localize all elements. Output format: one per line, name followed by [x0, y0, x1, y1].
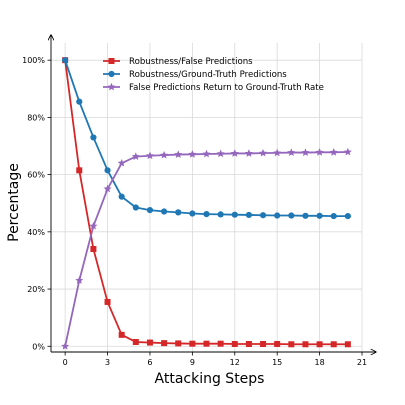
legend-swatch-marker [107, 82, 116, 91]
legend-label: Robustness/False Predictions [129, 57, 253, 67]
legend-item: False Predictions Return to Ground-Truth… [103, 82, 324, 93]
data-point [231, 211, 238, 218]
data-point [76, 98, 83, 105]
legend-label: False Predictions Return to Ground-Truth… [129, 83, 324, 93]
data-point [315, 148, 324, 156]
data-point [216, 149, 225, 158]
data-point [343, 147, 352, 156]
data-point [203, 340, 210, 347]
data-point [90, 246, 97, 252]
data-point [202, 149, 211, 158]
data-point [146, 339, 153, 346]
data-point [61, 342, 70, 350]
data-point [316, 341, 323, 348]
y-tick-label: 40% [27, 228, 45, 237]
x-tick-label: 15 [272, 358, 282, 367]
x-tick-label: 9 [190, 358, 195, 367]
data-point [344, 341, 351, 348]
data-point [161, 340, 168, 347]
legend-item: Robustness/Ground-Truth Predictions [103, 70, 287, 80]
data-point [118, 331, 125, 338]
y-tick-label: 100% [22, 56, 45, 65]
data-point [302, 212, 309, 219]
data-point [244, 149, 253, 157]
data-point [287, 148, 296, 156]
data-point [245, 340, 252, 347]
data-point [259, 148, 268, 157]
legend: Robustness/False Predictions Robustness/G… [103, 57, 324, 93]
data-point [76, 167, 83, 174]
data-point [273, 148, 282, 157]
data-point [62, 57, 69, 64]
data-point [160, 150, 169, 159]
data-point [131, 152, 140, 160]
data-point [103, 184, 112, 193]
data-point [230, 149, 239, 157]
x-tick-label: 6 [147, 358, 152, 367]
data-point [132, 204, 139, 211]
data-point [344, 212, 351, 220]
gridlines [51, 43, 363, 352]
data-point [203, 210, 210, 218]
data-point [330, 212, 337, 220]
data-point [245, 211, 253, 219]
legend-label: Robustness/Ground-Truth Predictions [129, 70, 287, 80]
data-point [145, 151, 154, 160]
data-point [75, 276, 84, 284]
data-point [329, 148, 338, 156]
series-3 [61, 147, 352, 350]
legend-item: Robustness/False Predictions [103, 57, 253, 67]
data-point [104, 298, 111, 305]
data-point [188, 150, 197, 158]
x-axis-title: Attacking Steps [155, 371, 265, 387]
legend-swatch-marker [108, 58, 115, 64]
data-point [217, 211, 224, 218]
data-point [175, 209, 182, 216]
y-tick-label: 20% [27, 285, 45, 294]
tick-labels: 0 3 6 9 12 15 18 21 0% 20% 40% 60% 80% 100% [22, 56, 367, 367]
data-point [90, 134, 97, 141]
data-point [132, 338, 139, 345]
y-tick-label: 80% [27, 113, 45, 122]
axes [51, 35, 376, 352]
y-tick-label: 60% [27, 171, 45, 180]
x-tick-label: 3 [105, 358, 110, 367]
data-point [288, 212, 295, 219]
data-point [117, 158, 126, 167]
data-point [288, 341, 295, 348]
data-point [302, 341, 309, 348]
data-point [118, 193, 125, 200]
legend-swatch-marker [108, 70, 115, 78]
data-point [259, 212, 267, 219]
x-tick-label: 18 [314, 358, 324, 367]
series [61, 57, 352, 350]
data-point [174, 150, 183, 158]
data-point [104, 167, 111, 174]
data-point [146, 206, 154, 214]
data-point [175, 340, 182, 347]
data-point [316, 212, 323, 219]
data-point [260, 340, 267, 347]
x-tick-label: 21 [357, 358, 367, 367]
series-1 [62, 57, 351, 348]
data-point [89, 221, 98, 230]
data-point [231, 340, 238, 347]
data-point [274, 212, 281, 219]
data-point [189, 210, 196, 217]
data-point [301, 148, 310, 156]
data-point [330, 341, 337, 348]
data-point [160, 208, 168, 215]
data-point [217, 340, 224, 347]
x-tick-label: 0 [63, 358, 68, 367]
x-tick-label: 12 [230, 358, 240, 367]
data-point [189, 340, 196, 347]
y-axis-title: Percentage [6, 163, 22, 242]
y-tick-label: 0% [32, 342, 45, 351]
data-point [274, 340, 281, 347]
